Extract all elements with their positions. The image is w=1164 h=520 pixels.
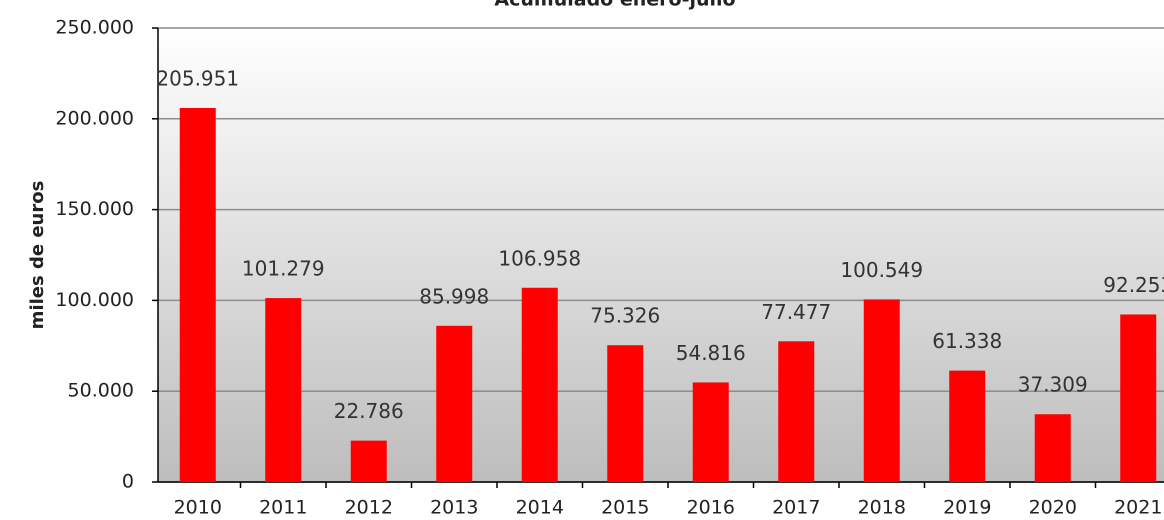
bar xyxy=(607,345,644,482)
bar xyxy=(436,325,473,482)
x-tick-label: 2012 xyxy=(345,497,393,519)
x-tick-label: 2011 xyxy=(259,497,307,519)
y-tick-label: 250.000 xyxy=(55,17,134,39)
value-label: 61.338 xyxy=(932,329,1002,353)
value-label: 54.816 xyxy=(676,341,746,365)
value-label: 101.279 xyxy=(242,257,325,281)
x-tick-label: 2015 xyxy=(601,497,649,519)
y-tick-label: 100.000 xyxy=(55,289,134,311)
x-tick-label: 2016 xyxy=(687,497,735,519)
value-label: 205.951 xyxy=(156,66,239,90)
value-label: 92.253 xyxy=(1103,273,1164,297)
y-tick-label: 200.000 xyxy=(55,107,134,129)
bar xyxy=(949,370,986,482)
bar xyxy=(863,299,900,482)
bar xyxy=(179,107,216,482)
x-tick-label: 2019 xyxy=(943,497,991,519)
value-label: 22.786 xyxy=(334,399,404,423)
chart-title: Acumulado enero-julio xyxy=(494,0,735,11)
bar xyxy=(1034,414,1071,482)
x-tick-label: 2010 xyxy=(174,497,222,519)
value-label: 37.309 xyxy=(1018,373,1088,397)
x-tick-label: 2013 xyxy=(430,497,478,519)
plot-area xyxy=(158,28,1164,482)
bar xyxy=(265,298,302,482)
y-tick-label: 0 xyxy=(122,471,134,493)
bar xyxy=(521,287,558,482)
x-tick-label: 2017 xyxy=(772,497,820,519)
bar xyxy=(1120,314,1157,482)
y-tick-label: 50.000 xyxy=(68,380,134,402)
value-label: 75.326 xyxy=(590,304,660,328)
y-tick-label: 150.000 xyxy=(55,198,134,220)
x-tick-label: 2021 xyxy=(1114,497,1162,519)
value-label: 100.549 xyxy=(840,258,923,282)
value-label: 106.958 xyxy=(498,246,581,270)
x-tick-label: 2018 xyxy=(858,497,906,519)
x-tick-label: 2014 xyxy=(516,497,564,519)
x-tick-label: 2020 xyxy=(1029,497,1077,519)
bar xyxy=(350,440,387,482)
y-axis-title: miles de euros xyxy=(27,181,48,330)
value-label: 77.477 xyxy=(761,300,831,324)
bar xyxy=(778,341,815,482)
value-label: 85.998 xyxy=(419,284,489,308)
bar xyxy=(692,382,729,482)
